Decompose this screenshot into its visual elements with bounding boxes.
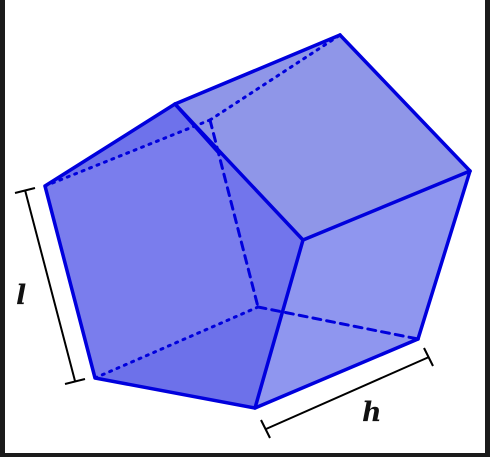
front-pentagon-face xyxy=(45,104,303,408)
visible-edge xyxy=(173,102,220,154)
visible-edge xyxy=(301,169,472,242)
dimension-h xyxy=(260,347,434,439)
pentagonal-prism-diagram: l h xyxy=(14,33,472,439)
visible-edge xyxy=(173,33,342,106)
upper-right-face xyxy=(175,35,470,240)
hidden-edge xyxy=(208,33,342,122)
label-prism-height: h xyxy=(362,397,382,428)
front-pentagon-edges xyxy=(43,102,305,410)
visible-edge xyxy=(253,337,420,410)
visible-edge xyxy=(416,169,472,341)
lower-right-face xyxy=(255,171,470,408)
label-edge-length: l xyxy=(16,280,26,311)
hidden-edge xyxy=(93,305,260,380)
figure-canvas: l h xyxy=(5,0,485,453)
hidden-edge xyxy=(256,305,420,341)
visible-edge xyxy=(338,33,472,173)
hidden-edge xyxy=(43,118,212,188)
dimension-l xyxy=(14,187,86,385)
